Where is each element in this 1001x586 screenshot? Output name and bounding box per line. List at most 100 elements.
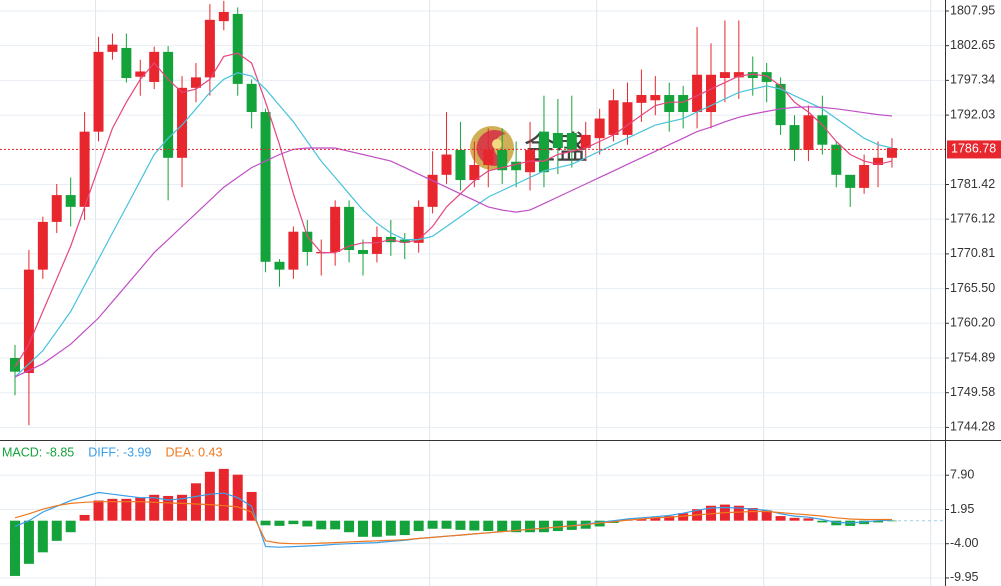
macd-bar — [538, 520, 549, 533]
macd-bar — [859, 520, 870, 525]
macd-bar — [51, 520, 62, 541]
y-tick-label: 1776.12 — [950, 211, 995, 225]
candle-body — [761, 72, 772, 82]
macd-bar — [733, 505, 744, 521]
candle-body — [678, 95, 689, 113]
macd-bar — [65, 520, 76, 533]
macd-bar — [23, 520, 34, 564]
macd-bar — [552, 520, 563, 532]
candle-body — [692, 74, 703, 113]
candle-body — [10, 357, 20, 372]
candle-body — [650, 95, 661, 101]
y-tick-label: 1770.81 — [950, 246, 995, 260]
candle-body — [65, 195, 76, 207]
y-tick-label: 1765.50 — [950, 281, 995, 295]
candle-body — [23, 269, 34, 373]
candle-body — [177, 87, 188, 158]
candle-body — [719, 72, 730, 79]
candle-body — [204, 19, 215, 78]
logo-dot — [492, 139, 502, 149]
y-tick-label: -4.00 — [950, 536, 979, 550]
macd-bar — [650, 517, 661, 521]
macd-bar — [483, 520, 494, 532]
candle-body — [580, 134, 591, 148]
macd-bar — [316, 520, 327, 530]
candle-body — [302, 231, 313, 252]
macd-bar — [747, 508, 758, 521]
y-tick-label: 1781.42 — [950, 177, 995, 191]
candle-body — [733, 72, 744, 78]
candle-body — [831, 144, 842, 175]
macd-bar — [413, 520, 424, 532]
candle-body — [622, 102, 633, 135]
candle-body — [789, 125, 800, 150]
macd-bar — [873, 520, 884, 523]
macd-bar — [107, 498, 118, 521]
macd-bar — [302, 520, 313, 527]
candle-body — [706, 74, 716, 113]
candle-body — [664, 95, 675, 113]
legend-entry: DIFF: -3.99 — [88, 445, 151, 459]
current-price-box — [947, 140, 1001, 159]
candle-body — [358, 250, 368, 254]
y-tick-label: 1760.20 — [950, 316, 995, 330]
candle-body — [93, 51, 104, 132]
macd-bar — [371, 520, 382, 537]
macd-bar — [441, 520, 452, 529]
macd-line — [14, 491, 893, 548]
macd-bar — [149, 494, 160, 521]
macd-bar — [399, 520, 410, 536]
moving-average-line — [14, 52, 893, 368]
macd-bar — [93, 500, 104, 521]
y-tick-label: 1797.34 — [950, 73, 995, 87]
moving-average-line — [14, 72, 893, 378]
y-tick-label: -9.95 — [950, 570, 979, 584]
macd-bar — [177, 494, 188, 521]
macd-bar — [344, 520, 355, 533]
candle-body — [246, 83, 257, 113]
macd-bar — [79, 514, 90, 521]
macd-bar — [761, 510, 772, 521]
candle-body — [483, 149, 494, 165]
candle-body — [399, 239, 410, 243]
candle-body — [121, 47, 132, 79]
candle-body — [274, 261, 285, 270]
y-tick-label: 1749.58 — [950, 385, 995, 399]
y-tick-label: 1.95 — [950, 502, 974, 516]
candle-body — [845, 174, 856, 188]
macd-bar — [163, 495, 174, 521]
candle-body — [218, 11, 229, 22]
macd-bar — [135, 497, 146, 521]
candle-body — [873, 157, 884, 165]
macd-bar — [525, 520, 536, 533]
macd-bar — [385, 520, 396, 536]
macd-bar — [274, 520, 285, 526]
macd-bar — [330, 520, 341, 530]
candle-body — [344, 206, 355, 251]
candle-body — [859, 165, 870, 188]
macd-bar — [204, 471, 215, 521]
y-tick-label: 1754.89 — [950, 350, 995, 364]
candle-body — [330, 206, 341, 252]
candle-body — [135, 71, 146, 77]
y-tick-label: 1744.28 — [950, 420, 995, 434]
current-price-label: 1786.78 — [951, 142, 996, 156]
candle-body — [566, 132, 577, 150]
candle-body — [636, 95, 647, 103]
candle-body — [232, 13, 243, 84]
candle-body — [747, 72, 758, 79]
candle-body — [497, 149, 508, 171]
candle-body — [552, 132, 563, 148]
macd-line — [14, 501, 892, 545]
candle-body — [107, 44, 118, 52]
candle-body — [427, 174, 438, 207]
legend-entry: MACD: -8.85 — [2, 445, 74, 459]
candle-body — [455, 149, 466, 181]
legend-entry: DEA: 0.43 — [165, 445, 222, 459]
candle-body — [79, 131, 90, 207]
macd-bar — [497, 520, 508, 532]
candle-body — [260, 112, 271, 262]
macd-bar — [288, 520, 299, 525]
macd-bar — [817, 520, 828, 523]
